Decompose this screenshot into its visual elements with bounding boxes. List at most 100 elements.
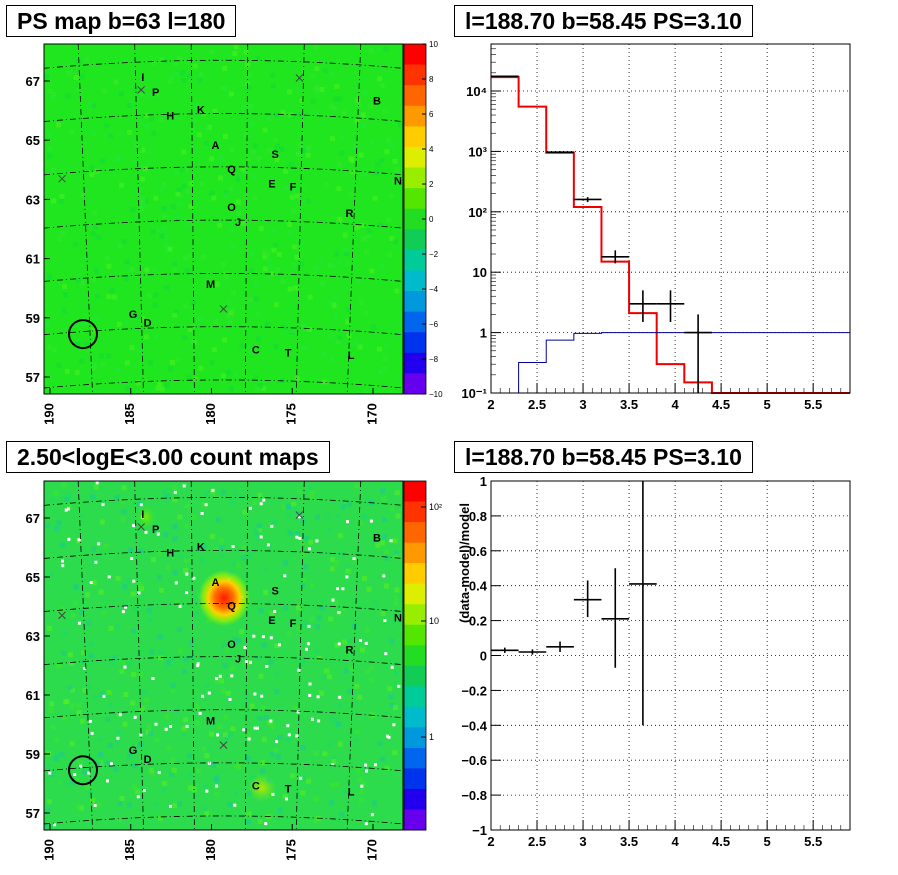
longitude-line <box>190 480 195 831</box>
noise-pixel <box>230 666 236 672</box>
noise-pixel <box>197 78 203 83</box>
noise-pixel <box>89 485 95 491</box>
noise-pixel <box>178 193 184 199</box>
plot-frame <box>490 480 851 831</box>
noise-pixel <box>332 96 338 102</box>
noise-pixel <box>346 333 352 339</box>
noise-pixel <box>146 723 152 729</box>
noise-pixel <box>54 526 60 532</box>
noise-pixel <box>140 202 146 208</box>
y-tick-label: 0.2 <box>469 614 487 629</box>
noise-pixel <box>326 674 332 680</box>
y-axis-label: (data-model)/model <box>457 503 472 623</box>
colorbar-segment <box>404 481 426 503</box>
noise-pixel <box>202 805 208 811</box>
cross-marker <box>58 611 66 620</box>
noise-pixel <box>87 785 93 791</box>
noise-pixel <box>345 575 349 579</box>
noise-pixel <box>334 642 340 648</box>
noise-pixel <box>302 564 308 570</box>
noise-pixel <box>191 514 197 520</box>
noise-pixel <box>62 292 68 298</box>
noise-pixel <box>384 765 390 771</box>
cross-marker <box>295 511 304 519</box>
noise-pixel <box>244 660 248 664</box>
noise-pixel <box>50 167 56 173</box>
noise-pixel <box>93 315 99 321</box>
noise-pixel <box>149 767 155 773</box>
source-label: B <box>373 96 381 108</box>
noise-pixel <box>389 236 395 242</box>
noise-pixel <box>335 339 341 345</box>
noise-pixel <box>59 751 65 757</box>
noise-pixel <box>124 386 130 392</box>
noise-pixel <box>100 361 106 367</box>
source-label: S <box>272 586 279 598</box>
noise-pixel <box>91 362 97 367</box>
noise-pixel <box>294 193 300 199</box>
noise-pixel <box>306 778 311 784</box>
noise-pixel <box>259 502 263 506</box>
x-tick-label: 170 <box>364 839 379 861</box>
noise-pixel <box>298 536 302 540</box>
noise-pixel <box>299 97 305 103</box>
noise-pixel <box>213 775 219 781</box>
spectrum-plot: 2 2.5 3 3.5 4 4.5 5 5.5 10⁻¹ 1 10 10² 10³ 10⁴ <box>461 43 851 412</box>
noise-pixel <box>386 734 389 738</box>
noise-pixel <box>88 640 94 646</box>
noise-pixel <box>138 671 144 677</box>
noise-pixel <box>235 764 241 770</box>
noise-pixel <box>361 123 367 129</box>
noise-pixel <box>221 489 227 495</box>
noise-pixel <box>327 528 333 533</box>
noise-pixel <box>390 665 394 669</box>
noise-pixel <box>371 800 377 806</box>
noise-pixel <box>328 715 334 721</box>
noise-pixel <box>61 650 67 656</box>
noise-pixel <box>112 294 118 300</box>
noise-pixel <box>180 70 186 76</box>
noise-pixel <box>183 303 189 309</box>
noise-pixel <box>388 694 394 700</box>
latitude-line <box>43 762 404 772</box>
noise-pixel <box>301 323 306 329</box>
noise-pixel <box>338 695 342 699</box>
noise-pixel <box>136 795 140 799</box>
noise-pixel <box>119 668 125 674</box>
noise-pixel <box>218 674 222 678</box>
noise-pixel <box>239 629 244 635</box>
noise-pixel <box>301 577 307 583</box>
noise-pixel <box>314 88 320 94</box>
noise-pixel <box>204 753 210 759</box>
colorbar-segment <box>404 188 426 210</box>
source-label: M <box>206 716 215 728</box>
x-tick-label: 4 <box>671 397 679 412</box>
noise-pixel <box>157 634 163 640</box>
y-tick-label: 61 <box>26 252 40 267</box>
noise-pixel <box>253 375 259 381</box>
noise-pixel <box>287 222 293 228</box>
noise-pixel <box>269 636 273 640</box>
noise-pixel <box>184 503 190 509</box>
noise-pixel <box>171 767 177 773</box>
source-label: Q <box>227 600 236 612</box>
noise-pixel <box>364 249 369 255</box>
noise-pixel <box>209 360 215 366</box>
noise-pixel <box>170 757 176 763</box>
noise-pixel <box>88 719 92 723</box>
noise-pixel <box>161 181 167 187</box>
noise-pixel <box>305 152 311 158</box>
noise-pixel <box>379 756 385 762</box>
noise-pixel <box>151 267 157 273</box>
noise-pixel <box>262 498 266 502</box>
noise-pixel <box>341 606 347 612</box>
noise-pixel <box>307 327 312 332</box>
noise-pixel <box>194 704 200 710</box>
noise-pixel <box>198 72 204 78</box>
noise-pixel <box>377 741 383 746</box>
noise-pixel <box>97 736 103 742</box>
noise-pixel <box>295 605 301 611</box>
noise-pixel <box>376 47 382 53</box>
plot-area <box>491 481 850 830</box>
noise-pixel <box>295 734 299 738</box>
